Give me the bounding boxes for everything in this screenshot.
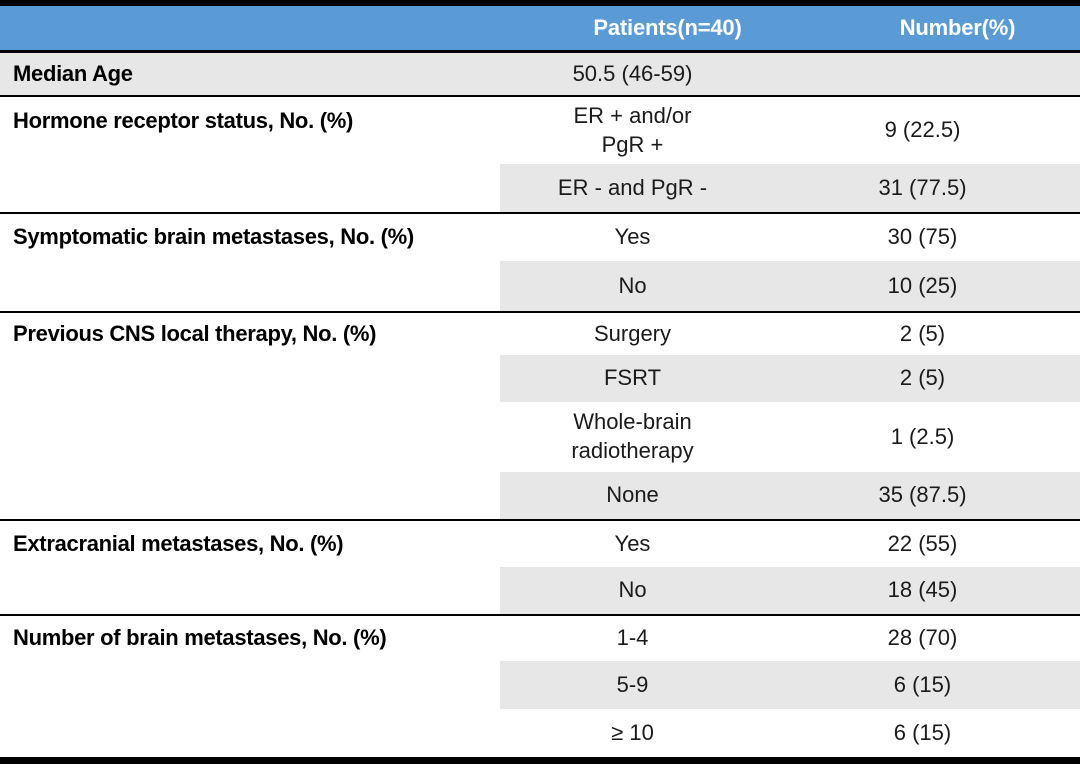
number-cell: 2 (5) [765,355,1080,402]
row-label-empty [0,261,500,311]
table-row: Previous CNS local therapy, No. (%) Surg… [0,313,1080,355]
category-cell: ER - and PgR - [500,164,765,212]
section-previous-cns-local-therapy: Previous CNS local therapy, No. (%) Surg… [0,311,1080,519]
category-cell: Surgery [593,320,672,346]
number-cell: 10 (25) [765,261,1080,311]
number-cell [765,53,1080,95]
row-label: Symptomatic brain metastases, No. (%) [13,224,414,250]
table-row: Whole-brain radiotherapy 1 (2.5) [0,402,1080,472]
table-row: No 10 (25) [0,261,1080,311]
row-label-empty [0,709,500,757]
table-row: ≥ 10 6 (15) [0,709,1080,757]
category-cell: Yes [614,224,651,250]
row-label: Extracranial metastases, No. (%) [13,530,344,556]
number-cell: 6 (15) [765,661,1080,709]
category-cell: None [500,472,765,519]
table-row: Hormone receptor status, No. (%) ER + an… [0,97,1080,164]
table-row: FSRT 2 (5) [0,355,1080,402]
number-cell: 18 (45) [765,567,1080,614]
number-cell: 31 (77.5) [765,164,1080,212]
table-bottom-border [0,757,1080,764]
category-cell: FSRT [500,355,765,402]
section-median-age: Median Age 50.5 (46-59) [0,53,1080,95]
number-cell: 30 (75) [887,224,958,250]
category-cell: 1-4 [616,625,649,651]
category-cell: No [500,567,765,614]
table-row: Number of brain metastases, No. (%) 1-4 … [0,616,1080,661]
row-label-empty [0,355,500,402]
table-row: Extracranial metastases, No. (%) Yes 22 … [0,521,1080,567]
number-cell: 6 (15) [893,719,952,745]
table-row: Symptomatic brain metastases, No. (%) Ye… [0,214,1080,261]
category-cell: 50.5 (46-59) [572,60,693,86]
section-number-of-brain-metastases: Number of brain metastases, No. (%) 1-4 … [0,614,1080,757]
section-symptomatic-brain-metastases: Symptomatic brain metastases, No. (%) Ye… [0,212,1080,311]
row-label-empty [0,402,500,472]
row-label: Number of brain metastases, No. (%) [13,625,387,651]
header-cell-number: Number(%) [899,15,1016,40]
category-cell: No [500,261,765,311]
patient-characteristics-table: Patients(n=40) Number(%) Median Age 50.5… [0,0,1080,764]
table-row: Median Age 50.5 (46-59) [0,53,1080,95]
number-cell: 2 (5) [899,320,946,346]
number-cell: 22 (55) [887,530,958,556]
number-cell: 28 (70) [887,625,958,651]
row-label-empty [0,164,500,212]
table-row: None 35 (87.5) [0,472,1080,519]
category-cell: Yes [614,530,651,556]
section-extracranial-metastases: Extracranial metastases, No. (%) Yes 22 … [0,519,1080,614]
row-label: Previous CNS local therapy, No. (%) [13,320,377,346]
section-hormone-receptor-status: Hormone receptor status, No. (%) ER + an… [0,95,1080,212]
row-label: Median Age [13,60,133,86]
category-cell: ER + and/or PgR + [573,102,692,157]
row-label-empty [0,567,500,614]
category-cell: 5-9 [500,661,765,709]
number-cell: 35 (87.5) [765,472,1080,519]
number-cell: 9 (22.5) [884,117,961,143]
table-top-border [0,0,1080,6]
table-row: 5-9 6 (15) [0,661,1080,709]
category-cell: ≥ 10 [611,719,654,745]
row-label-empty [0,661,500,709]
table-row: No 18 (45) [0,567,1080,614]
row-label: Hormone receptor status, No. (%) [13,108,354,133]
row-label-empty [0,472,500,519]
table-header-row: Patients(n=40) Number(%) [0,6,1080,53]
number-cell: 1 (2.5) [890,423,955,449]
table-row: ER - and PgR - 31 (77.5) [0,164,1080,212]
category-cell: Whole-brain radiotherapy [571,409,694,463]
header-cell-patients: Patients(n=40) [593,15,742,40]
